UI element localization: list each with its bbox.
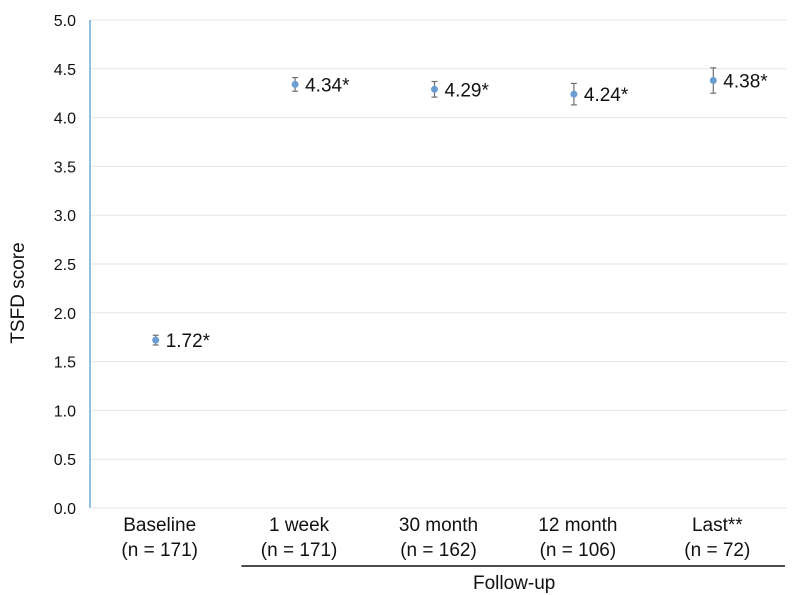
data-label: 4.34* bbox=[305, 75, 350, 96]
y-axis-label: TSFD score bbox=[8, 242, 29, 343]
x-tick-n-label: (n = 171) bbox=[261, 540, 338, 561]
y-tick-label: 5.0 bbox=[54, 13, 76, 30]
y-tick-label: 2.5 bbox=[54, 257, 76, 274]
data-points: 1.72* 4.34* 4.29* 4.24* 4.38* bbox=[152, 67, 768, 352]
data-point-group: 4.34* bbox=[291, 75, 350, 96]
data-point-marker bbox=[431, 85, 438, 93]
data-point-group: 4.38* bbox=[709, 67, 768, 94]
x-tick-label: 30 month bbox=[399, 515, 478, 536]
x-tick-n-label: (n = 171) bbox=[121, 540, 198, 561]
data-label: 4.29* bbox=[445, 80, 490, 101]
data-point-group: 4.29* bbox=[431, 80, 489, 101]
y-tick-label: 1.0 bbox=[54, 403, 76, 420]
x-tick-n-label: (n = 162) bbox=[400, 540, 477, 561]
data-point-group: 4.24* bbox=[570, 82, 629, 106]
data-point-marker bbox=[291, 80, 299, 88]
data-point-marker bbox=[709, 77, 717, 85]
data-label: 4.24* bbox=[584, 85, 629, 106]
y-tick-label: 4.5 bbox=[54, 62, 76, 79]
gridlines bbox=[90, 19, 787, 460]
y-tick-label: 0.5 bbox=[54, 452, 76, 469]
x-tick-n-label: (n = 106) bbox=[540, 540, 617, 561]
data-point-marker bbox=[570, 90, 578, 98]
x-tick-n-label: (n = 72) bbox=[684, 540, 750, 561]
x-tick-label: Baseline bbox=[123, 515, 196, 536]
x-tick-label: 1 week bbox=[269, 515, 330, 536]
data-point-marker bbox=[152, 336, 160, 344]
y-tick-label: 0.0 bbox=[54, 501, 76, 518]
data-point-group: 1.72* bbox=[152, 331, 211, 352]
y-axis-ticks: 0.0 0.5 1.0 1.5 2.0 2.5 3.0 3.5 4.0 4.5 5.0 bbox=[54, 13, 76, 518]
y-tick-label: 3.5 bbox=[54, 159, 76, 176]
data-label: 1.72* bbox=[166, 331, 211, 352]
y-tick-label: 1.5 bbox=[54, 355, 76, 372]
x-axis-ticks: Baseline (n = 171) 1 week (n = 171) 30 month… bbox=[121, 515, 750, 561]
data-label: 4.38* bbox=[723, 72, 768, 93]
y-tick-label: 2.0 bbox=[54, 306, 76, 323]
follow-up-group-label: Follow-up bbox=[473, 573, 555, 594]
x-tick-label: 12 month bbox=[538, 515, 617, 536]
y-tick-label: 3.0 bbox=[54, 208, 76, 225]
x-tick-label: Last** bbox=[692, 515, 743, 536]
y-tick-label: 4.0 bbox=[54, 111, 76, 128]
